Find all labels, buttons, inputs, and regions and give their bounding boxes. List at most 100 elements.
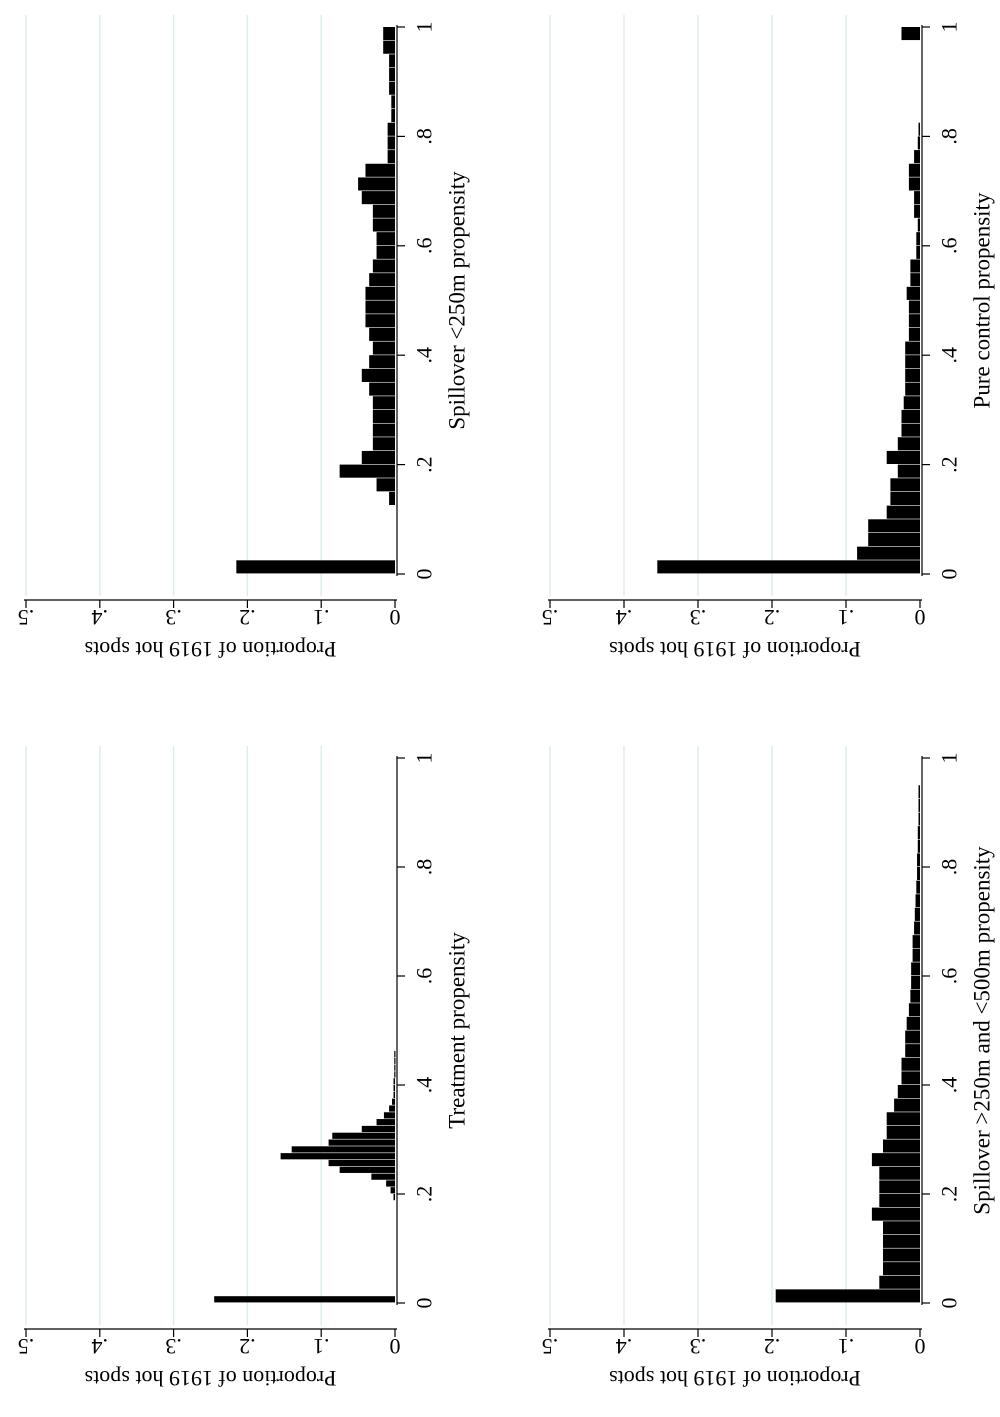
category-tick-label-1: .2 [412, 456, 437, 473]
histogram-bar-16 [365, 286, 395, 300]
value-tick-label-0: 0 [915, 1334, 926, 1359]
value-tick-label-0: 0 [390, 1334, 401, 1359]
histogram-bar-2 [390, 1187, 395, 1194]
histogram-bar-11 [369, 355, 395, 369]
histogram-bar-22 [394, 1050, 396, 1058]
category-tick-label-0: 0 [412, 569, 437, 580]
panel-treatment-propensity: 0 .1 .2 .3 .4 .5 Proportion of 1919 hot spots 0… [18, 746, 470, 1391]
histogram-bar-32 [389, 68, 395, 82]
histogram-bar-31 [917, 136, 920, 150]
histogram-bar-23 [361, 191, 395, 205]
histogram-bar-29 [391, 109, 395, 123]
value-tick-label-5: .5 [18, 605, 35, 630]
histogram-bar-25 [912, 948, 920, 962]
histogram-bar-4 [361, 450, 395, 464]
histogram-bar-16 [901, 1071, 920, 1085]
histogram-bar-19 [905, 1030, 920, 1044]
histogram-bar-24 [911, 962, 920, 976]
histogram-bar-4 [883, 1234, 920, 1248]
histogram-bar-13 [369, 327, 395, 341]
value-tick-label-0: 0 [390, 605, 401, 630]
histogram-bar-17 [393, 1085, 395, 1092]
histogram-bar-36 [918, 798, 920, 812]
histogram-bar-30 [916, 880, 920, 894]
histogram-bar-2 [376, 478, 395, 492]
category-tick-label-4: .8 [937, 859, 962, 876]
histogram-bar-5 [883, 1221, 920, 1235]
histogram-bar-21 [910, 273, 920, 287]
histogram-bar-27 [914, 191, 920, 205]
histogram-bar-9 [879, 1166, 920, 1180]
panel-spillover-250m-propensity: 0 .1 .2 .3 .4 .5 Proportion of 1919 hot spots 0… [18, 15, 470, 662]
histogram-bar-2 [868, 532, 920, 547]
histogram-bar-18 [908, 314, 920, 328]
value-tick-label-2: .2 [239, 605, 256, 630]
category-tick-label-1: .2 [412, 1186, 437, 1203]
value-axis-title: Proportion of 1919 hot spots [85, 637, 337, 662]
histogram-bar-33 [917, 839, 920, 853]
histogram-bar-1 [389, 491, 395, 506]
category-tick-label-5: 1 [937, 22, 962, 33]
category-tick-label-3: .6 [937, 238, 962, 255]
category-tick-label-0: 0 [412, 1298, 437, 1309]
histogram-bar-21 [372, 218, 395, 232]
histogram-bar-6 [372, 423, 395, 437]
histogram-bar-25 [917, 218, 920, 232]
histogram-bar-0 [775, 1289, 920, 1303]
value-tick-label-5: .5 [18, 1334, 35, 1359]
value-tick-label-2: .2 [764, 605, 781, 630]
histogram-bar-15 [905, 355, 920, 369]
value-tick-label-5: .5 [542, 605, 559, 630]
category-tick-label-1: .2 [937, 456, 962, 473]
value-tick-label-4: .4 [92, 1334, 109, 1359]
histogram-bar-14 [894, 1098, 920, 1112]
histogram-bar-3 [339, 464, 395, 478]
category-tick-label-2: .4 [412, 1077, 437, 1094]
histogram-bar-7 [897, 464, 920, 478]
category-tick-label-3: .6 [412, 968, 437, 985]
value-tick-label-4: .4 [92, 605, 109, 630]
histogram-bar-32 [917, 853, 920, 867]
histogram-bar-3 [868, 519, 920, 533]
histogram-bar-15 [392, 1098, 395, 1105]
histogram-bar-9 [897, 437, 920, 451]
histogram-bar-1 [393, 1194, 395, 1201]
category-tick-label-5: 1 [412, 753, 437, 764]
histogram-bar-29 [915, 894, 920, 908]
histogram-bar-4 [886, 505, 920, 519]
histogram-bar-9 [328, 1139, 395, 1146]
category-tick-label-3: .6 [412, 238, 437, 255]
histogram-bar-12 [903, 396, 920, 410]
histogram-bar-34 [917, 826, 920, 840]
category-tick-label-4: .8 [412, 128, 437, 145]
histogram-bar-18 [372, 259, 395, 273]
value-tick-label-1: .1 [838, 605, 855, 630]
category-axis-title: Treatment propensity [445, 932, 470, 1129]
histogram-bar-0 [236, 560, 395, 574]
histogram-bar-35 [383, 27, 395, 41]
value-tick-label-1: .1 [313, 1334, 330, 1359]
histogram-bar-20 [394, 1064, 396, 1071]
histogram-bar-19 [376, 245, 395, 259]
category-axis-title: Pure control propensity [970, 192, 995, 408]
category-tick-label-1: .2 [937, 1186, 962, 1203]
category-tick-label-0: 0 [937, 1298, 962, 1309]
histogram-bar-26 [914, 204, 920, 218]
histogram-bar-18 [905, 1044, 920, 1058]
histogram-bar-17 [369, 273, 395, 287]
value-tick-label-5: .5 [542, 1334, 559, 1359]
histogram-bar-6 [328, 1159, 395, 1167]
histogram-bar-27 [914, 921, 920, 935]
value-tick-label-1: .1 [838, 1334, 855, 1359]
histogram-bar-27 [387, 136, 395, 150]
histogram-bar-1 [857, 546, 920, 560]
histogram-bar-3 [883, 1248, 920, 1262]
histogram-bar-15 [897, 1085, 920, 1099]
category-tick-label-4: .8 [937, 128, 962, 145]
histogram-bar-16 [905, 341, 920, 355]
category-axis-title: Spillover <250m propensity [445, 171, 470, 430]
histogram-bar-17 [908, 327, 920, 341]
histogram-bar-0 [214, 1296, 395, 1303]
value-tick-label-3: .3 [165, 605, 182, 630]
histogram-bar-9 [369, 382, 395, 396]
